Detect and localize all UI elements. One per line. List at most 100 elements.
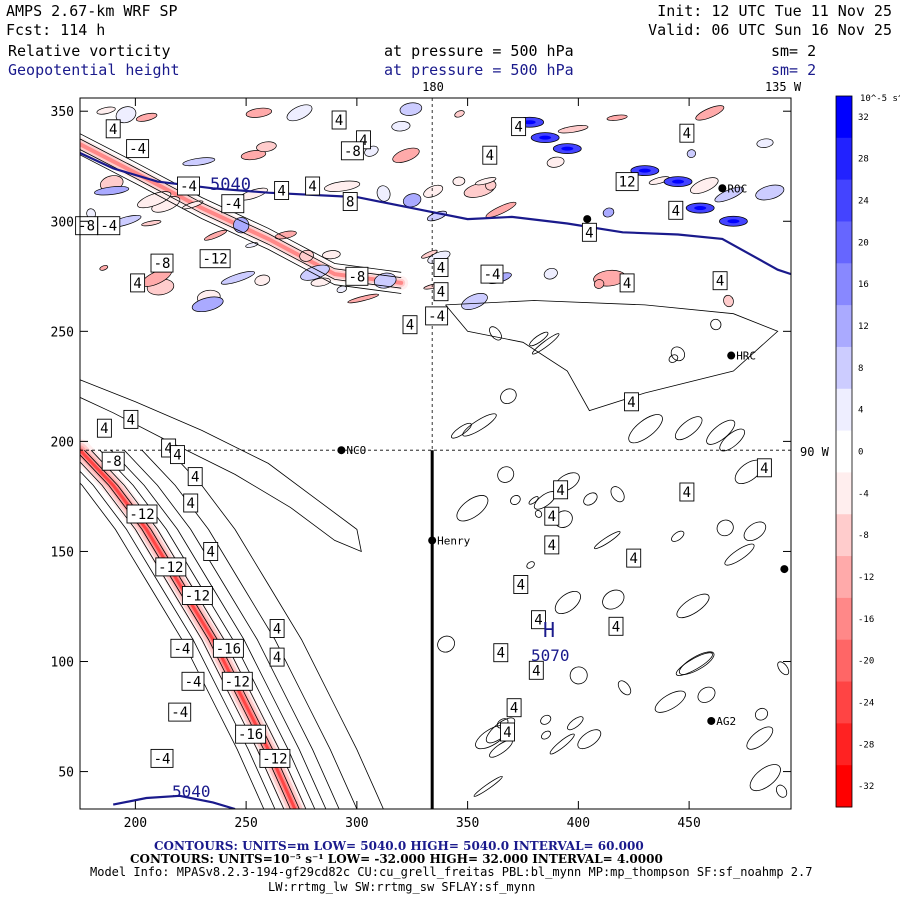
- contour-label-box: [500, 722, 515, 742]
- contour-label-box: [126, 504, 158, 524]
- vorticity-blob: [203, 229, 228, 241]
- colorbar-swatch: [836, 346, 852, 390]
- vorticity-blob: [376, 185, 391, 202]
- contour-label-box: [531, 610, 546, 630]
- colorbar-tick-label: -8: [858, 531, 869, 541]
- colorbar-tick-label: 16: [858, 280, 869, 290]
- vorticity-contour-cell: [500, 388, 517, 404]
- contour-label: 4: [437, 285, 445, 301]
- contour-label-box: [340, 141, 364, 161]
- colorbar-tick-label: 20: [858, 238, 869, 248]
- vorticity-blob: [714, 186, 745, 203]
- colorbar-swatch: [836, 765, 852, 808]
- vorticity-contour-cell: [675, 652, 714, 676]
- height-label-bottom: 5040: [172, 782, 211, 801]
- contour-label: -4: [173, 641, 190, 657]
- contour-label: -12: [158, 560, 183, 576]
- contour-label: -4: [224, 197, 241, 213]
- station-label: ROC: [727, 182, 747, 195]
- contour-label-box: [259, 748, 291, 768]
- vorticity-contour-cell: [617, 680, 632, 696]
- contour-label: -12: [262, 751, 287, 767]
- vorticity-blob: [94, 186, 130, 196]
- colorbar-swatch: [836, 388, 852, 432]
- contour-label-box: [528, 660, 544, 680]
- contour-label: -8: [348, 269, 365, 285]
- vorticity-blob: [141, 220, 162, 227]
- vorticity-blob: [336, 285, 347, 294]
- contour-label-box: [756, 458, 772, 478]
- contour-label: 4: [534, 613, 542, 629]
- vorticity-contour-cell: [654, 690, 686, 713]
- vorticity-contour-cell: [775, 784, 788, 798]
- colorbar-tick-label: 32: [858, 113, 869, 123]
- contour-label: -12: [185, 589, 210, 605]
- station-label: Henry: [437, 534, 470, 547]
- vorticity-contour-cell: [531, 333, 560, 355]
- contour-label: 4: [627, 395, 635, 411]
- contour-label: 4: [510, 701, 518, 717]
- contour-label: 4: [623, 276, 631, 292]
- contour-label: 4: [133, 276, 141, 292]
- vorticity-contour-info: CONTOURS: UNITS=10⁻⁵ s⁻¹ LOW= -32.000 HI…: [130, 852, 663, 866]
- vorticity-contour-cell: [749, 764, 781, 792]
- colorbar-swatch: [836, 681, 852, 724]
- contour-label: 4: [173, 448, 181, 464]
- init-time: Init: 12 UTC Tue 11 Nov 25: [657, 2, 892, 20]
- vorticity-blob: [475, 177, 497, 186]
- vorticity-contour-cell: [577, 729, 602, 750]
- vorticity-blob: [461, 293, 488, 310]
- contour-label: 4: [497, 646, 505, 662]
- contour-label: 4: [585, 225, 593, 241]
- vorticity-contour-cell: [697, 686, 716, 703]
- contour-label: 4: [359, 133, 367, 149]
- x-tick-label: 400: [567, 816, 590, 831]
- contour-label: 12: [619, 175, 636, 191]
- contour-label: 4: [186, 496, 194, 512]
- vorticity-blob: [602, 207, 615, 218]
- vorticity-blob: [454, 110, 465, 118]
- y-tick-label: 150: [51, 545, 74, 560]
- colorbar: 32 28 24 20 16 12 8 4 0 -4 -8 -12 -16 -20 -24 -28 -32: [835, 95, 874, 808]
- contour-label: -16: [216, 641, 241, 657]
- vorticity-core: [694, 206, 707, 211]
- vorticity-contour-cell: [541, 730, 551, 740]
- vorticity-contour-cell: [567, 716, 584, 731]
- contour-label: -12: [225, 674, 250, 690]
- contour-label-box: [235, 724, 267, 744]
- contour-label-box: [269, 647, 285, 667]
- contour-label: 4: [437, 261, 445, 277]
- colorbar-swatch: [836, 639, 852, 683]
- y-tick-label: 300: [51, 215, 74, 230]
- lon-135w-label: 135 W: [765, 80, 802, 94]
- vorticity-contour-cell: [462, 413, 497, 437]
- contour-label: 4: [672, 203, 680, 219]
- high-pressure-value: 5070: [531, 646, 570, 665]
- contour-label: -4: [185, 674, 202, 690]
- vorticity-blob: [191, 296, 224, 313]
- contour-label-box: [126, 139, 150, 159]
- vorticity-blob: [402, 193, 422, 208]
- vorticity-blob: [240, 150, 267, 161]
- vorticity-blob: [322, 250, 341, 260]
- height-label-top: 5040: [210, 175, 251, 195]
- contour-label: -4: [428, 309, 445, 325]
- field1-level: at pressure = 500 hPa: [384, 42, 574, 60]
- contour-label: -8: [154, 256, 171, 272]
- vorticity-blob: [606, 114, 628, 121]
- vorticity-blob: [300, 264, 330, 281]
- vorticity-blob: [245, 242, 259, 248]
- contour-label-box: [544, 535, 560, 555]
- vorticity-contour-cell: [510, 495, 521, 505]
- contour-label: 4: [716, 274, 724, 290]
- vorticity-contour-cell: [437, 635, 455, 653]
- vorticity-blob: [373, 272, 397, 289]
- x-tick-label: 300: [345, 816, 368, 831]
- y-tick-label: 350: [51, 105, 74, 120]
- colorbar-tick-label: 12: [858, 322, 869, 332]
- colorbar-tick-label: -32: [858, 782, 874, 792]
- vorticity-blob: [286, 104, 313, 122]
- vorticity-contour-cell: [583, 492, 598, 506]
- contour-label: 4: [406, 318, 414, 334]
- station-dot: [780, 565, 789, 574]
